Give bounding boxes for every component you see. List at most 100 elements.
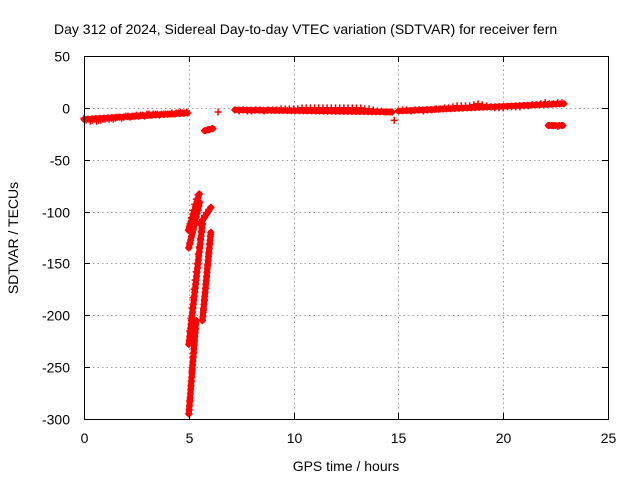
data-point bbox=[188, 367, 196, 375]
data-point bbox=[192, 316, 200, 324]
data-point bbox=[187, 382, 195, 390]
data-point bbox=[256, 106, 264, 114]
data-point bbox=[197, 227, 205, 235]
y-tick-label: -100 bbox=[42, 205, 70, 221]
data-point bbox=[550, 100, 558, 108]
data-point bbox=[189, 353, 197, 361]
data-point bbox=[190, 285, 198, 293]
data-point bbox=[294, 105, 302, 113]
data-point bbox=[199, 306, 207, 314]
data-point bbox=[190, 339, 198, 347]
data-point bbox=[558, 99, 566, 107]
data-point bbox=[194, 191, 202, 199]
data-point bbox=[207, 203, 215, 211]
data-point bbox=[449, 103, 457, 111]
data-point bbox=[196, 235, 204, 243]
data-point bbox=[499, 104, 507, 112]
plot-frame bbox=[84, 56, 609, 420]
data-point bbox=[189, 226, 197, 234]
data-point bbox=[386, 108, 394, 116]
x-tick-label: 10 bbox=[287, 430, 303, 446]
data-point bbox=[191, 326, 199, 334]
x-axis-label: GPS time / hours bbox=[293, 458, 400, 474]
chart-title: Day 312 of 2024, Sidereal Day-to-day VTE… bbox=[54, 21, 557, 37]
data-point bbox=[248, 107, 256, 115]
x-tick-label: 20 bbox=[496, 430, 512, 446]
data-point bbox=[369, 106, 377, 114]
y-tick-label: 0 bbox=[62, 101, 70, 117]
data-point bbox=[203, 273, 211, 281]
data-point bbox=[445, 104, 453, 112]
x-tick-label: 5 bbox=[186, 430, 194, 446]
y-tick-label: -200 bbox=[42, 308, 70, 324]
data-point bbox=[239, 106, 247, 114]
data-point bbox=[487, 103, 495, 111]
data-point bbox=[537, 100, 545, 108]
data-point bbox=[186, 239, 194, 247]
data-point bbox=[478, 101, 486, 109]
data-point bbox=[524, 102, 532, 110]
data-point bbox=[195, 202, 203, 210]
data-point bbox=[198, 316, 206, 324]
x-tick-label: 25 bbox=[601, 430, 617, 446]
data-point bbox=[466, 102, 474, 110]
data-point bbox=[191, 200, 199, 208]
data-point bbox=[415, 106, 423, 114]
data-point bbox=[194, 207, 202, 215]
data-point bbox=[202, 284, 210, 292]
data-point bbox=[206, 240, 214, 248]
data-point bbox=[195, 243, 203, 251]
data-point bbox=[482, 102, 490, 110]
data-series bbox=[80, 99, 568, 418]
data-point bbox=[192, 195, 200, 203]
data-point bbox=[533, 101, 541, 109]
data-point bbox=[407, 107, 415, 115]
data-point bbox=[195, 190, 203, 198]
data-point bbox=[403, 106, 411, 114]
data-point bbox=[541, 99, 549, 107]
data-point bbox=[205, 250, 213, 258]
data-point bbox=[554, 123, 562, 131]
data-point bbox=[189, 294, 197, 302]
data-point bbox=[365, 105, 373, 113]
data-point bbox=[390, 116, 398, 124]
data-point bbox=[188, 304, 196, 312]
data-point bbox=[420, 107, 428, 115]
data-point bbox=[214, 108, 222, 116]
data-point bbox=[207, 230, 215, 238]
data-point bbox=[235, 107, 243, 115]
data-point bbox=[436, 105, 444, 113]
data-point bbox=[550, 121, 558, 129]
axis-ticks: 0 5 10 15 20 25 -300 -250 -200 -150 -100 -50 0 50 bbox=[42, 49, 617, 447]
x-tick-label: 0 bbox=[81, 430, 89, 446]
data-point bbox=[201, 296, 209, 304]
y-tick-label: -250 bbox=[42, 360, 70, 376]
data-point bbox=[191, 276, 199, 284]
data-point bbox=[273, 106, 281, 114]
data-point bbox=[428, 106, 436, 114]
data-point bbox=[186, 396, 194, 404]
data-point bbox=[186, 327, 194, 335]
data-point bbox=[196, 198, 204, 206]
data-point bbox=[394, 107, 402, 115]
data-point bbox=[558, 121, 566, 129]
data-point bbox=[194, 250, 202, 258]
data-point bbox=[204, 262, 212, 270]
data-point bbox=[185, 244, 193, 252]
data-point bbox=[185, 340, 193, 348]
data-point bbox=[208, 125, 216, 133]
y-axis-label: SDTVAR / TECUs bbox=[5, 182, 21, 294]
data-point bbox=[470, 101, 478, 109]
data-point bbox=[187, 214, 195, 222]
data-point bbox=[357, 104, 365, 112]
data-point bbox=[192, 268, 200, 276]
y-tick-label: 50 bbox=[54, 49, 70, 65]
data-point bbox=[260, 107, 268, 115]
data-point bbox=[198, 220, 206, 228]
y-tick-label: -300 bbox=[42, 412, 70, 428]
y-tick-label: -150 bbox=[42, 256, 70, 272]
y-tick-label: -50 bbox=[50, 153, 70, 169]
data-point bbox=[516, 103, 524, 111]
data-point bbox=[474, 100, 482, 108]
